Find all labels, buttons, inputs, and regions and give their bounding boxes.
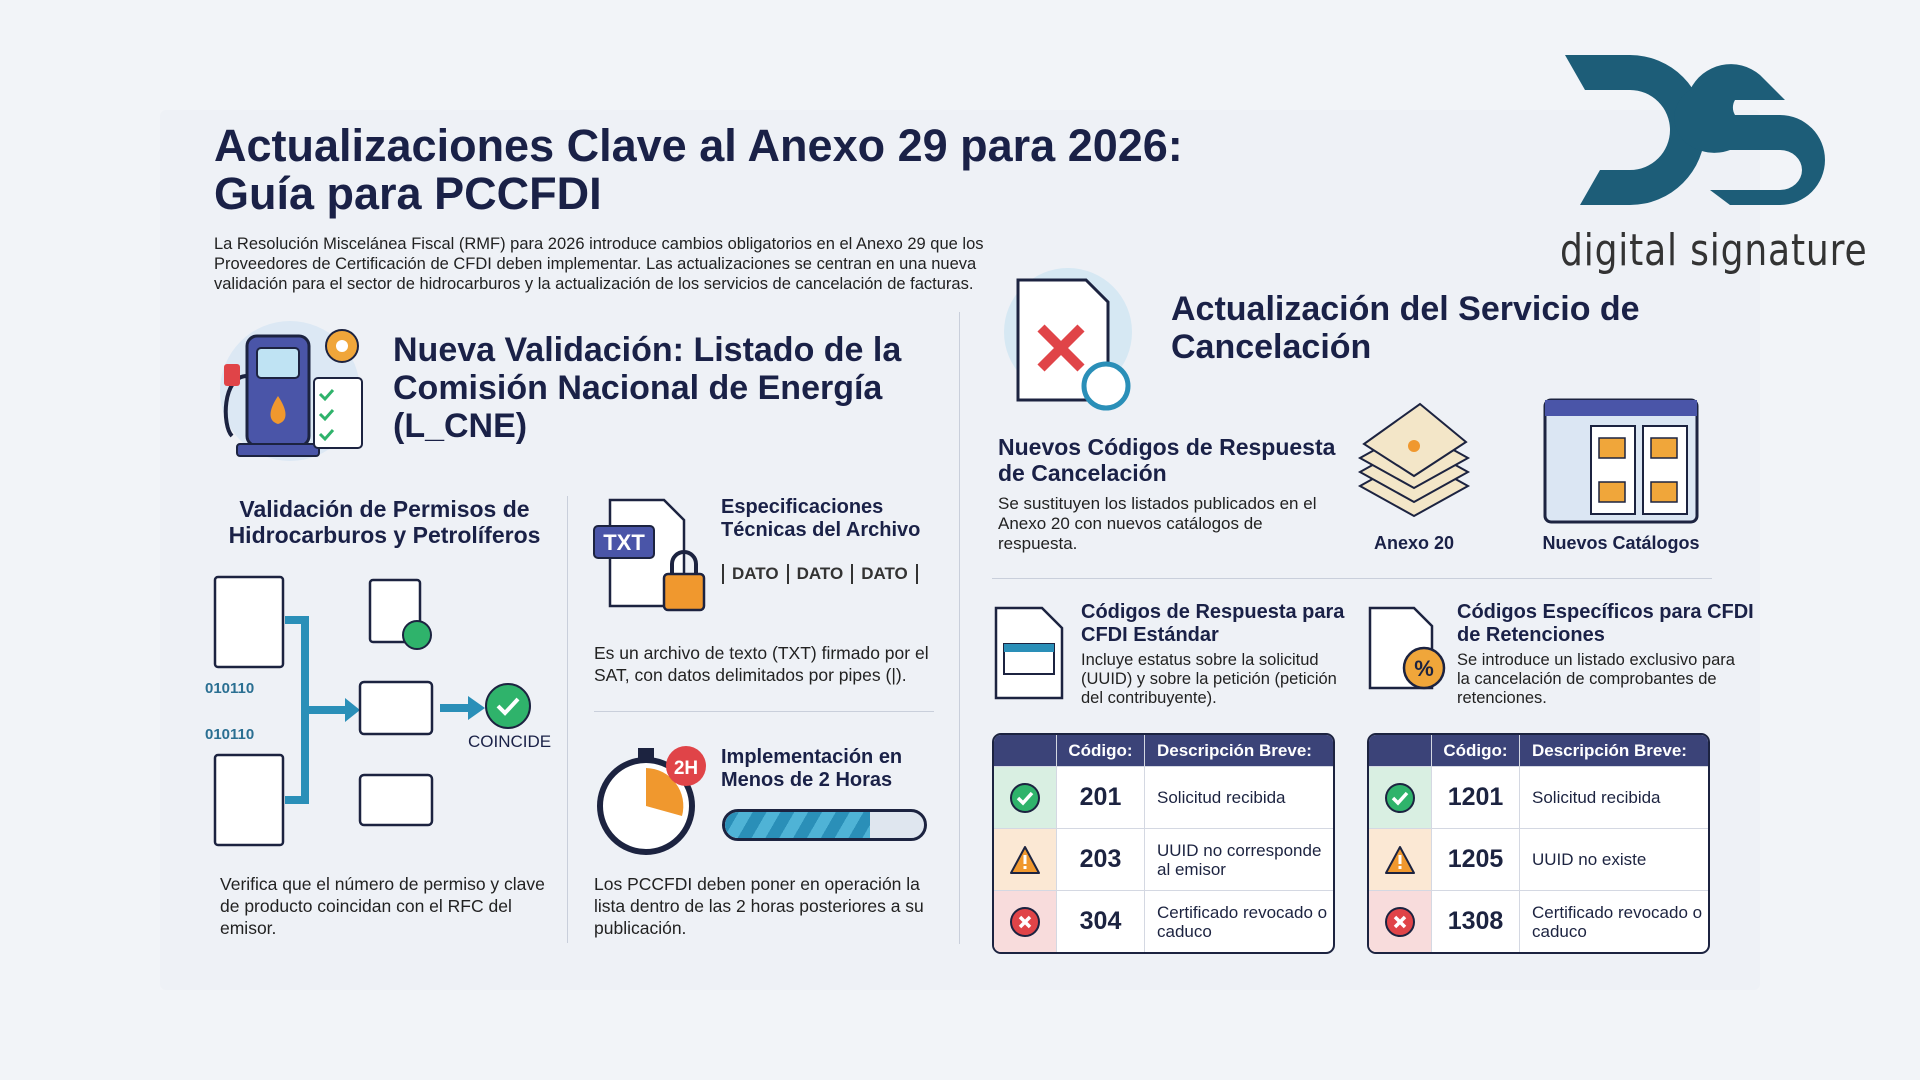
2h-badge: 2H (674, 758, 698, 779)
logo: digital signature (1560, 50, 1868, 276)
table-row: 1308 Certificado revocado o caduco (1369, 890, 1708, 952)
description-cell: Solicitud recibida (1519, 767, 1708, 828)
error-x-icon (1385, 906, 1415, 937)
stopwatch-icon: 2H (594, 738, 714, 858)
table-row: 304 Certificado revocado o caduco (994, 890, 1333, 952)
document-icon (213, 753, 285, 847)
specs-divider (594, 711, 934, 712)
description-cell: UUID no existe (1519, 829, 1708, 890)
status-cell (1369, 829, 1431, 890)
match-label: COINCIDE (468, 732, 552, 751)
column-header: Descripción Breve: (1144, 735, 1333, 766)
retenciones-text: Se introduce un listado exclusivo para l… (1457, 651, 1735, 707)
table-row: 201 Solicitud recibida (994, 766, 1333, 828)
anexo-20-stack-icon (1350, 396, 1478, 528)
ds-logo-mark-icon (1565, 55, 1825, 205)
table-row: 1201 Solicitud recibida (1369, 766, 1708, 828)
id-card-icon (358, 773, 434, 827)
description-cell: UUID no corresponde al emisor (1144, 829, 1333, 890)
warning-triangle-icon (1010, 845, 1040, 874)
estandar-heading: Códigos de Respuesta para CFDI Estándar (1081, 601, 1345, 646)
warning-triangle-icon (1385, 845, 1415, 874)
column-header: Descripción Breve: (1519, 735, 1708, 766)
progress-fill (725, 812, 871, 838)
field-dato: DATO (786, 564, 852, 584)
match-check-icon (485, 683, 531, 729)
code-cell: 1205 (1431, 829, 1519, 890)
permisos-text: Verifica que el número de permiso y clav… (220, 874, 545, 938)
error-x-icon (1010, 906, 1040, 937)
code-cell: 304 (1056, 891, 1144, 952)
right-divider (992, 578, 1712, 579)
nuevos-codigos-heading: Nuevos Códigos de Respuesta de Cancelaci… (998, 434, 1336, 486)
intro-text: La Resolución Miscelánea Fiscal (RMF) pa… (214, 235, 984, 293)
status-cell (994, 891, 1056, 952)
txt-badge: TXT (603, 530, 645, 555)
txt-file-lock-icon: TXT (592, 496, 712, 620)
svg-text:%: % (1414, 656, 1434, 681)
check-circle-icon (1385, 782, 1415, 813)
estandar-codes-table: Código: Descripción Breve: 201 Solicitud r… (992, 733, 1335, 954)
description-cell: Certificado revocado o caduco (1144, 891, 1333, 952)
status-cell (994, 829, 1056, 890)
code-cell: 201 (1056, 767, 1144, 828)
column-header: Código: (1431, 735, 1519, 766)
specs-heading: Especificaciones Técnicas del Archivo (721, 496, 921, 541)
binary-text-1: 010110 (205, 680, 255, 697)
center-divider (959, 312, 960, 944)
description-cell: Solicitud recibida (1144, 767, 1333, 828)
description-cell: Certificado revocado o caduco (1519, 891, 1708, 952)
specs-text: Es un archivo de texto (TXT) firmado por… (594, 643, 929, 685)
impl-heading: Implementación en Menos de 2 Horas (721, 746, 903, 791)
page-title: Actualizaciones Clave al Anexo 29 para 2… (214, 120, 1183, 219)
cancel-document-icon (996, 268, 1142, 418)
field-dato: DATO (851, 564, 918, 584)
right-section-heading: Actualización del Servicio de Cancelació… (1171, 290, 1640, 366)
column-header: Código: (1056, 735, 1144, 766)
left-column-divider (567, 496, 568, 943)
status-cell (1369, 767, 1431, 828)
nuevos-codigos-text: Se sustituyen los listados publicados en… (998, 494, 1317, 553)
logo-text: digital signature (1560, 225, 1868, 276)
check-circle-icon (1010, 782, 1040, 813)
table-row: 203 UUID no corresponde al emisor (994, 828, 1333, 890)
table-header: Código: Descripción Breve: (1369, 735, 1708, 766)
pipe-delimited-fields: DATO DATO DATO (722, 564, 918, 584)
code-cell: 1308 (1431, 891, 1519, 952)
impl-text: Los PCCFDI deben poner en operación la l… (594, 874, 924, 938)
percent-document-icon: % (1364, 604, 1452, 696)
binary-text-2: 010110 (205, 726, 255, 743)
left-section-heading: Nueva Validación: Listado de la Comisión… (393, 331, 902, 445)
field-dato: DATO (722, 564, 787, 584)
table-header: Código: Descripción Breve: (994, 735, 1333, 766)
permit-document-icon (213, 575, 285, 669)
retenciones-codes-table: Código: Descripción Breve: 1201 Solicitud … (1367, 733, 1710, 954)
status-cell (1369, 891, 1431, 952)
nuevos-catalogos-label: Nuevos Catálogos (1542, 533, 1700, 553)
fuel-pump-icon (212, 316, 368, 466)
table-row: 1205 UUID no existe (1369, 828, 1708, 890)
implementation-progress-bar (722, 809, 927, 841)
permit-validation-diagram: 010110 010110 COINCIDE (160, 570, 555, 850)
barcode-card-icon (358, 680, 434, 736)
code-cell: 203 (1056, 829, 1144, 890)
estandar-text: Incluye estatus sobre la solicitud (UUID… (1081, 651, 1337, 707)
status-cell (994, 767, 1056, 828)
code-cell: 1201 (1431, 767, 1519, 828)
anexo-20-label: Anexo 20 (1373, 533, 1455, 553)
new-catalogs-window-icon (1543, 398, 1699, 524)
permisos-heading: Validación de Permisos de Hidrocarburos … (228, 496, 541, 548)
table-document-icon (990, 604, 1068, 702)
retenciones-heading: Códigos Específicos para CFDI de Retenci… (1457, 601, 1754, 646)
